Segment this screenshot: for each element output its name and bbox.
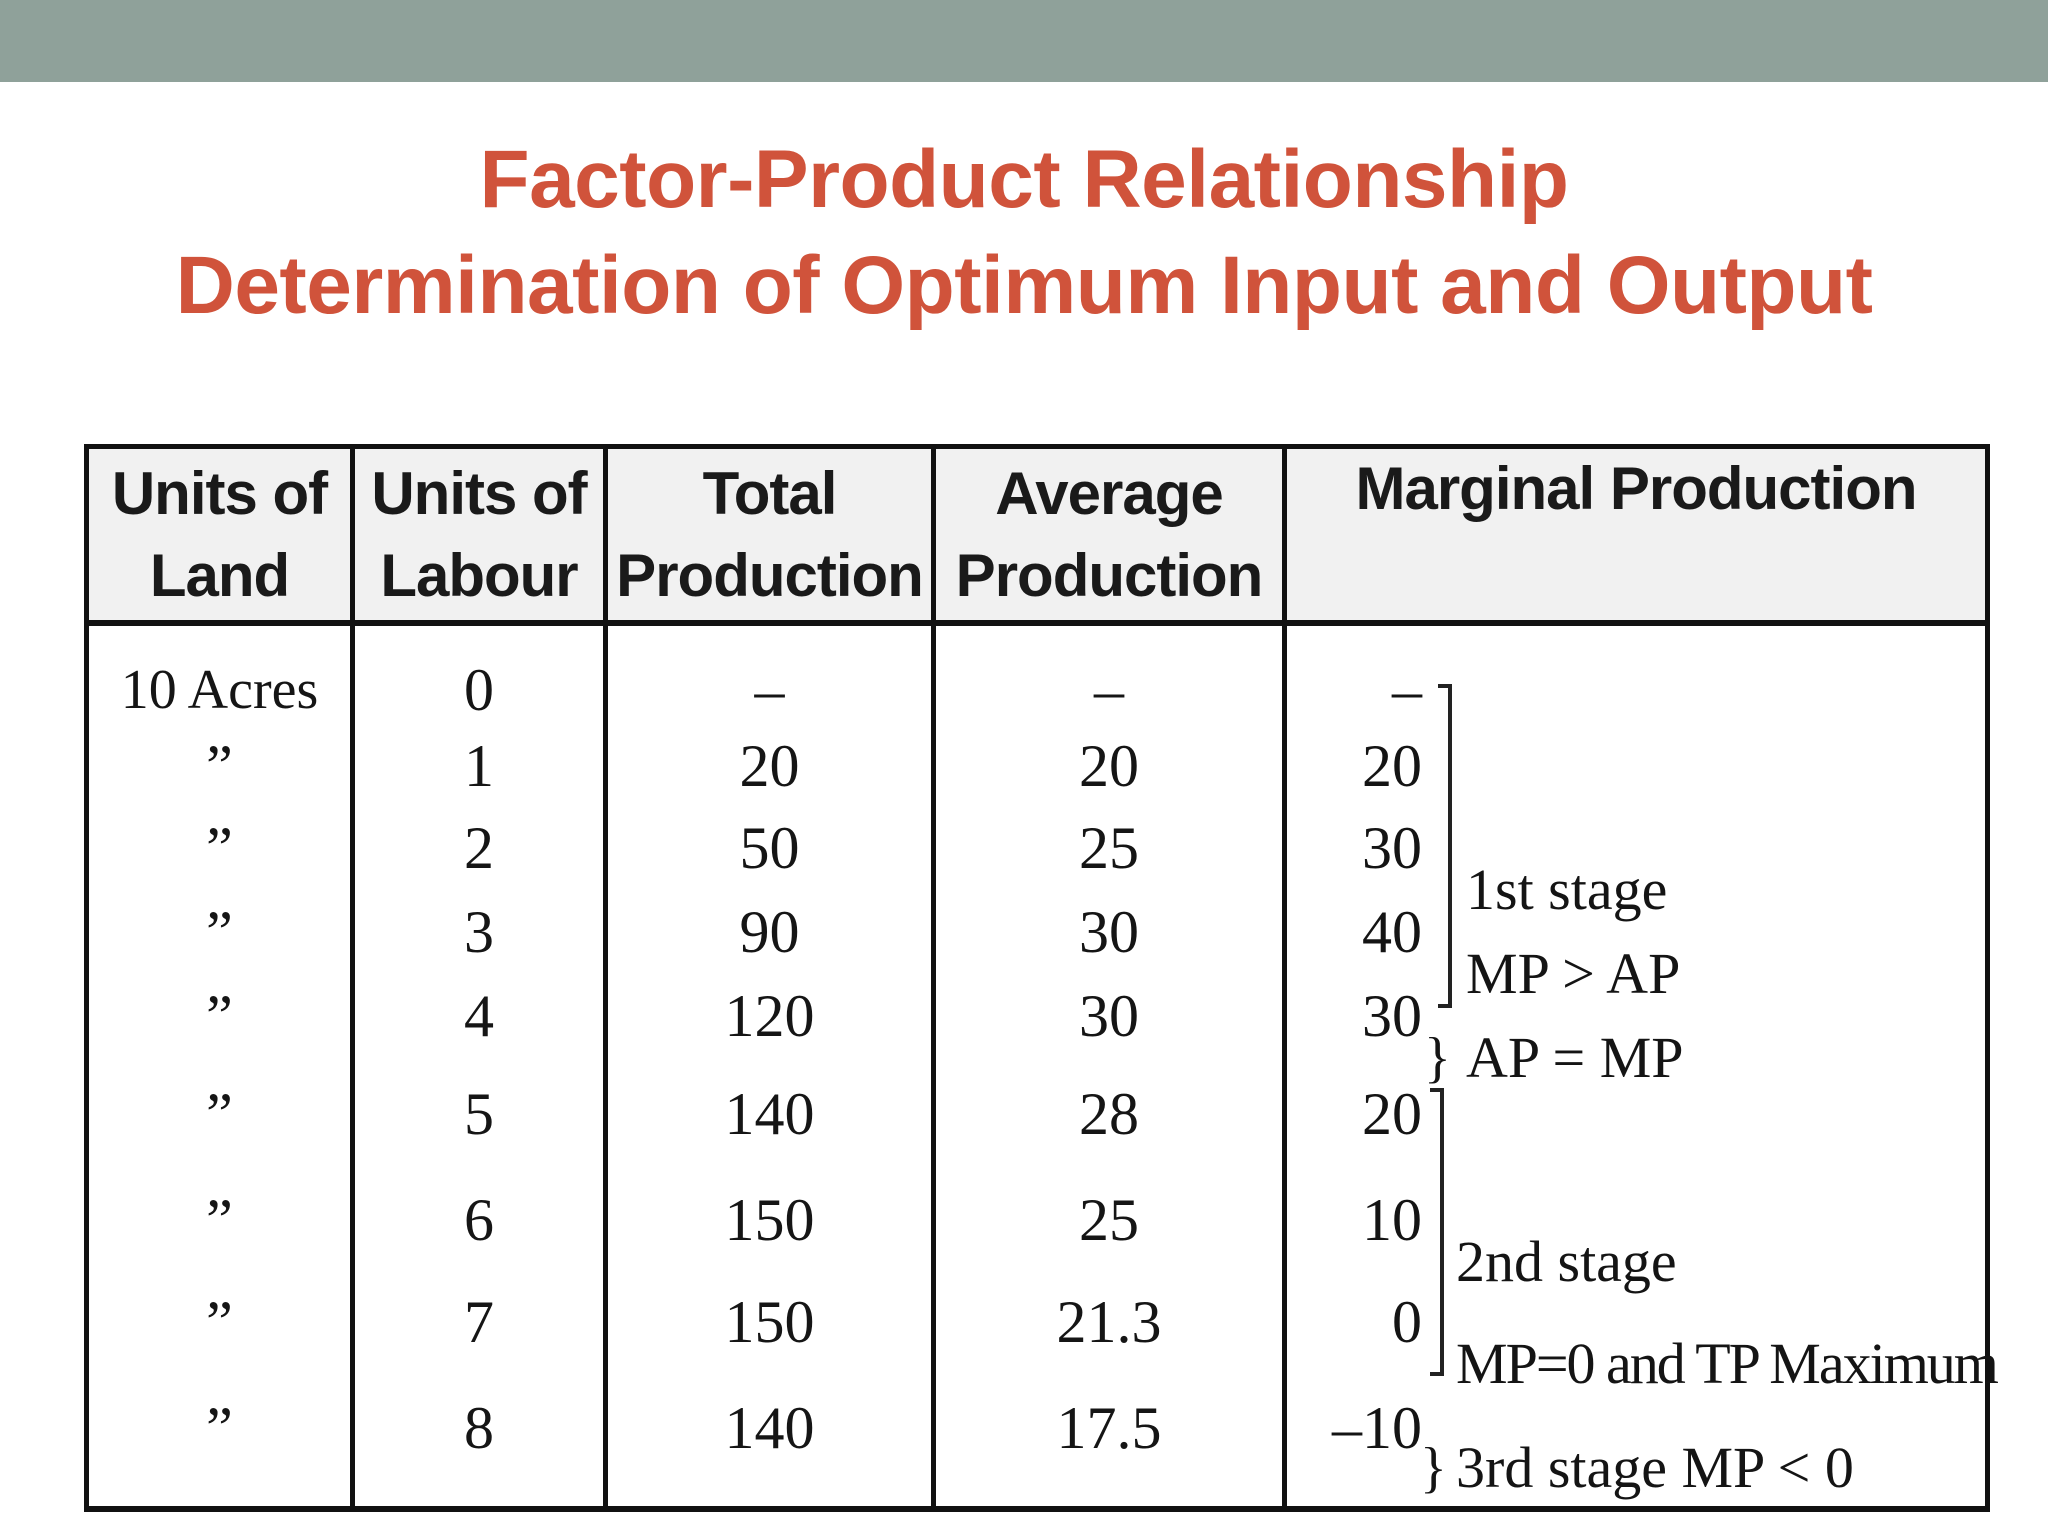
- stage3-brace: }: [1420, 1437, 1447, 1499]
- slide-subtitle: Determination of Optimum Input and Outpu…: [175, 240, 1873, 331]
- cell-average-production: 21.3: [1056, 1289, 1162, 1355]
- cell-total-production: 50: [739, 815, 800, 881]
- cell-land: 10 Acres: [120, 659, 319, 721]
- cell-land: ”: [206, 983, 233, 1049]
- table-header-background: [84, 444, 1990, 620]
- cell-land: ”: [206, 1395, 233, 1461]
- cell-land: ”: [206, 899, 233, 965]
- cell-total-production: –: [754, 657, 785, 723]
- stage3-label: 3rd stage MP < 0: [1456, 1435, 1854, 1500]
- cell-labour: 8: [464, 1395, 494, 1461]
- slide-title: Factor-Product Relationship: [479, 134, 1569, 225]
- table-top-border: [84, 444, 1990, 449]
- cell-marginal-production: 30: [1362, 983, 1422, 1049]
- cell-marginal-production: 10: [1362, 1187, 1422, 1253]
- cell-average-production: 17.5: [1056, 1395, 1162, 1461]
- cell-total-production: 140: [724, 1395, 815, 1461]
- cell-marginal-production: 40: [1362, 899, 1422, 965]
- cell-total-production: 150: [724, 1187, 815, 1253]
- cell-labour: 2: [464, 815, 494, 881]
- cell-average-production: 30: [1079, 983, 1139, 1049]
- column-divider: [350, 444, 355, 1512]
- cell-labour: 5: [464, 1081, 494, 1147]
- cell-marginal-production: 20: [1362, 1081, 1422, 1147]
- table-bottom-border: [84, 1506, 1990, 1512]
- stage1-label: 1st stage: [1466, 857, 1668, 922]
- cell-total-production: 140: [724, 1081, 815, 1147]
- cell-marginal-production: 30: [1362, 815, 1422, 881]
- cell-average-production: 30: [1079, 899, 1139, 965]
- equal-condition: AP = MP: [1466, 1025, 1684, 1090]
- cell-land: ”: [206, 1289, 233, 1355]
- column-divider: [1282, 444, 1287, 1512]
- cell-average-production: –: [1094, 657, 1124, 723]
- cell-labour: 1: [464, 733, 494, 799]
- cell-average-production: 25: [1079, 815, 1139, 881]
- cell-labour: 0: [464, 657, 494, 723]
- cell-average-production: 25: [1079, 1187, 1139, 1253]
- cell-marginal-production: –: [1392, 657, 1422, 723]
- table-left-border: [84, 444, 89, 1512]
- cell-total-production: 20: [739, 733, 800, 799]
- column-divider: [931, 444, 936, 1512]
- cell-average-production: 28: [1079, 1081, 1139, 1147]
- cell-marginal-production: 0: [1392, 1289, 1422, 1355]
- column-divider: [603, 444, 608, 1512]
- cell-labour: 3: [464, 899, 494, 965]
- header-marginal-production: Marginal Production: [1355, 455, 1917, 522]
- production-table: Units of Land Units of Labour Total Prod…: [84, 444, 1999, 1512]
- cell-labour: 4: [464, 983, 494, 1049]
- stage2-bracket: [1430, 1088, 1444, 1376]
- cell-total-production: 90: [739, 899, 800, 965]
- table-right-border: [1985, 444, 1990, 1512]
- header-average-production: Average Production: [955, 460, 1264, 609]
- top-accent-bar: [0, 0, 2048, 82]
- header-total-production: Total Production: [616, 460, 924, 609]
- cell-marginal-production: –10: [1332, 1395, 1422, 1461]
- cell-land: ”: [206, 1187, 233, 1253]
- stage1-condition: MP > AP: [1466, 941, 1681, 1006]
- header-units-of-land: Units of Land: [111, 460, 328, 609]
- stage1-bracket: [1438, 684, 1452, 1008]
- stage2-condition: MP=0 and TP Maximum: [1456, 1331, 1999, 1396]
- equal-brace: }: [1424, 1027, 1451, 1089]
- cell-land: ”: [206, 733, 233, 799]
- cell-marginal-production: 20: [1362, 733, 1422, 799]
- cell-total-production: 150: [724, 1289, 815, 1355]
- cell-average-production: 20: [1079, 733, 1139, 799]
- cell-labour: 7: [464, 1289, 494, 1355]
- table-header-divider: [84, 620, 1990, 626]
- cell-land: ”: [206, 1081, 233, 1147]
- cell-total-production: 120: [724, 983, 815, 1049]
- cell-labour: 6: [464, 1187, 494, 1253]
- stage2-label: 2nd stage: [1456, 1229, 1677, 1294]
- header-units-of-labour: Units of Labour: [371, 460, 587, 609]
- cell-land: ”: [206, 815, 233, 881]
